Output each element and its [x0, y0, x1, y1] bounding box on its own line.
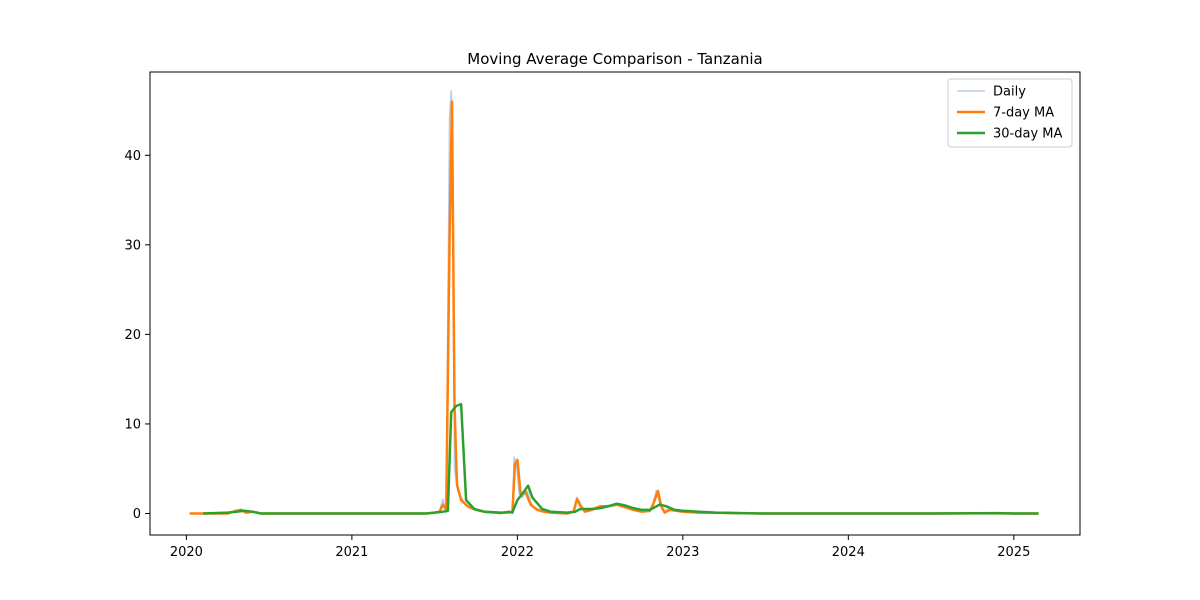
plot-area: [150, 72, 1080, 535]
plot-frame: [149, 71, 1081, 536]
y-tick-label: 20: [124, 328, 141, 343]
y-tick-label: 40: [124, 149, 141, 164]
x-axis: 2020 2021 2022 2023 2024 2025: [170, 535, 1030, 560]
y-axis: 0 10 20 30 40: [124, 149, 150, 522]
x-tick-label: 2022: [501, 545, 534, 560]
x-tick-label: 2024: [832, 545, 865, 560]
chart-title: Moving Average Comparison - Tanzania: [467, 50, 762, 68]
x-tick-label: 2021: [335, 545, 368, 560]
legend-label-0: Daily: [993, 85, 1026, 100]
x-tick-label: 2025: [997, 545, 1030, 560]
series-line-2: [202, 402, 1039, 515]
legend-box: [947, 78, 1073, 148]
legend: Daily 7-day MA 30-day MA: [947, 78, 1073, 148]
x-tick-label: 2023: [666, 545, 699, 560]
y-tick-label: 30: [124, 238, 141, 253]
legend-label-1: 7-day MA: [993, 106, 1054, 121]
legend-label-2: 30-day MA: [993, 127, 1062, 142]
series-layer: [189, 90, 1039, 515]
x-tick-label: 2020: [170, 545, 203, 560]
y-tick-label: 10: [124, 417, 141, 432]
y-tick-label: 0: [133, 507, 141, 522]
